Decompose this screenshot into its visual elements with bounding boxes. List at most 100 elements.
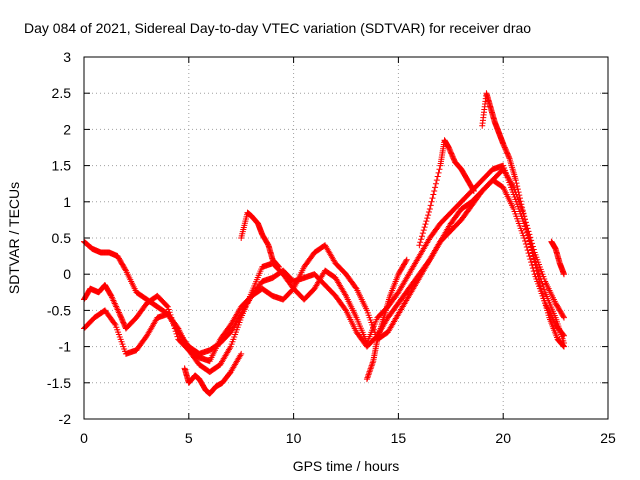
- y-tick-label: 1: [63, 194, 71, 210]
- data-point: [527, 240, 534, 247]
- y-tick-label: -2: [59, 411, 72, 427]
- data-point: [521, 213, 528, 220]
- data-point: [423, 218, 430, 225]
- data-point: [367, 367, 374, 374]
- data-point: [519, 204, 526, 211]
- data-point: [275, 263, 282, 270]
- y-axis-label: SDTVAR / TECUs: [6, 182, 22, 294]
- data-point: [526, 253, 533, 260]
- data-point: [528, 246, 535, 253]
- data-point: [522, 238, 529, 245]
- data-point: [366, 370, 373, 377]
- data-point: [417, 239, 424, 246]
- data-point: [431, 187, 438, 194]
- y-tick-label: 0: [63, 266, 71, 282]
- data-point: [532, 261, 539, 268]
- data-point: [421, 224, 428, 231]
- data-point: [342, 306, 349, 313]
- x-tick-label: 25: [600, 430, 616, 446]
- data-point: [524, 228, 531, 235]
- data-point: [523, 222, 530, 229]
- data-point: [427, 202, 434, 209]
- data-point: [514, 186, 521, 193]
- data-point: [523, 244, 530, 251]
- data-point: [560, 343, 567, 350]
- data-point: [526, 237, 533, 244]
- data-point: [369, 361, 376, 368]
- data-point: [122, 266, 129, 273]
- data-point: [165, 306, 172, 313]
- x-tick-label: 0: [80, 430, 88, 446]
- data-point: [275, 263, 282, 270]
- data-point: [533, 267, 540, 274]
- series-s3: [81, 162, 567, 375]
- data-point: [416, 242, 423, 249]
- series-s9: [548, 238, 567, 278]
- series-s8: [479, 90, 567, 350]
- series-s6: [363, 256, 410, 383]
- data-point: [525, 231, 532, 238]
- data-point: [367, 365, 374, 372]
- series-s5: [238, 209, 282, 270]
- y-tick-label: -1.5: [47, 375, 71, 391]
- data-point: [518, 201, 525, 208]
- data-point: [428, 198, 435, 205]
- data-point: [521, 216, 528, 223]
- data-point: [534, 270, 541, 277]
- data-point: [429, 195, 436, 202]
- data-point: [403, 256, 410, 263]
- data-point: [425, 209, 432, 216]
- data-point: [512, 177, 519, 184]
- x-axis-label: GPS time / hours: [293, 458, 400, 474]
- data-point: [418, 233, 425, 240]
- data-point: [520, 210, 527, 217]
- data-point: [515, 189, 522, 196]
- data-point: [535, 273, 542, 280]
- data-point: [523, 225, 530, 232]
- y-tick-label: -0.5: [47, 302, 71, 318]
- data-point: [530, 252, 537, 259]
- data-point: [516, 195, 523, 202]
- data-point: [363, 376, 370, 383]
- data-point: [528, 243, 535, 250]
- y-tick-label: 3: [63, 49, 71, 65]
- data-points: [81, 90, 567, 397]
- data-point: [521, 235, 528, 241]
- x-tick-label: 5: [185, 430, 193, 446]
- data-point: [435, 169, 442, 176]
- data-point: [418, 236, 425, 243]
- data-point: [531, 258, 538, 265]
- data-point: [366, 368, 373, 375]
- data-point: [164, 303, 171, 310]
- data-point: [163, 302, 170, 309]
- data-point: [517, 198, 524, 205]
- data-point: [424, 215, 431, 222]
- data-point: [560, 314, 567, 321]
- series-s7: [416, 137, 477, 249]
- data-point: [530, 268, 537, 275]
- axis-ticks: [83, 56, 609, 420]
- series-s4: [181, 350, 245, 397]
- y-tick-label: 2: [63, 121, 71, 137]
- data-point: [470, 187, 477, 194]
- data-point: [526, 234, 533, 241]
- y-tick-label: 0.5: [52, 230, 72, 246]
- y-tick-label: 1.5: [52, 158, 72, 174]
- data-point: [369, 359, 376, 366]
- data-point: [403, 257, 410, 264]
- data-point: [505, 154, 512, 161]
- data-point: [560, 271, 567, 278]
- data-point: [365, 371, 372, 378]
- data-point: [419, 230, 426, 237]
- data-point: [238, 350, 245, 357]
- data-point: [537, 282, 544, 289]
- data-point: [533, 264, 540, 271]
- y-tick-labels: 3 2.5 2 1.5 1 0.5 0 -0.5 -1 -1.5 -2: [47, 49, 71, 427]
- x-tick-label: 10: [286, 430, 302, 446]
- data-point: [111, 320, 118, 327]
- data-point: [470, 187, 477, 194]
- data-point: [436, 166, 443, 173]
- data-point: [365, 373, 372, 380]
- data-point: [519, 207, 526, 214]
- data-point: [527, 256, 534, 263]
